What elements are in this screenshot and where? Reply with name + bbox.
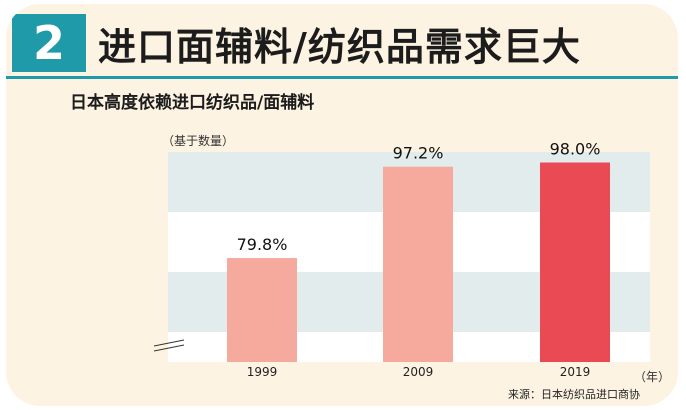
section-number: 2 bbox=[12, 14, 86, 72]
bar-1999 bbox=[227, 258, 297, 362]
data-label: 98.0% bbox=[550, 140, 601, 159]
x-tick-label: 2009 bbox=[403, 365, 434, 379]
x-tick-label: 2019 bbox=[560, 365, 591, 379]
data-label: 97.2% bbox=[393, 144, 444, 163]
x-tick-labels: 1999 2009 2019 bbox=[247, 365, 591, 379]
source-note: 来源：日本纺织品进口商协 bbox=[508, 388, 640, 401]
data-labels: 79.8% 97.2% 98.0% bbox=[237, 140, 601, 255]
chart-title: 日本高度依赖进口纺织品/面辅料 bbox=[70, 93, 315, 113]
axis-break bbox=[153, 339, 185, 352]
bars bbox=[227, 162, 610, 362]
header-divider bbox=[6, 76, 678, 79]
page-title: 进口面辅料/纺织品需求巨大 bbox=[98, 25, 581, 69]
data-label: 79.8% bbox=[237, 235, 288, 254]
bar-2019 bbox=[540, 162, 610, 362]
x-tick-label: 1999 bbox=[247, 365, 278, 379]
header: 2 进口面辅料/纺织品需求巨大 bbox=[6, 4, 678, 76]
x-axis-label: （年） bbox=[634, 370, 671, 384]
axis-break-mark bbox=[153, 344, 185, 352]
y-axis-label: （基于数量） bbox=[162, 134, 235, 148]
bar-2009 bbox=[383, 166, 453, 362]
axis-break-mark bbox=[153, 339, 185, 347]
